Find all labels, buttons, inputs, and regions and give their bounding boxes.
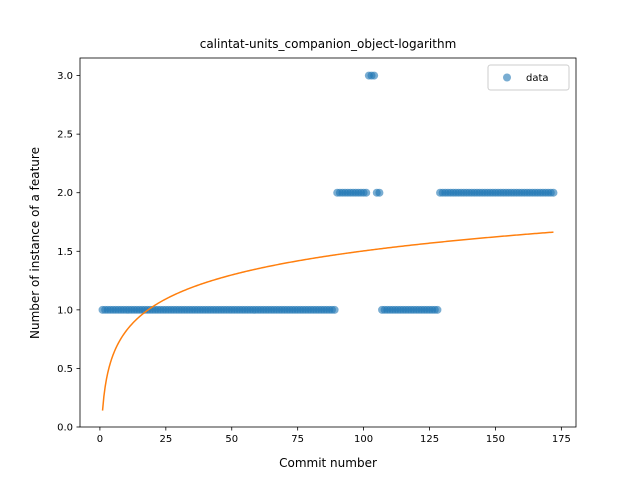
y-tick-label: 2.5: [57, 130, 73, 141]
x-tick-label: 175: [552, 434, 571, 445]
y-tick-label: 2.0: [57, 188, 73, 199]
x-tick-label: 125: [420, 434, 439, 445]
y-tick-label: 0.5: [57, 364, 73, 375]
data-point: [330, 305, 339, 314]
legend-box: [487, 64, 570, 91]
x-axis-title: Commit number: [279, 456, 377, 470]
fit-line: [101, 231, 554, 411]
legend-marker: [503, 73, 511, 82]
axes: 0 25 50 75 100 125 150 175 0.0 0.5 1.0 1.5 2.0 2.5 3.0: [57, 57, 577, 445]
x-tick-label: 75: [291, 434, 304, 445]
y-axis-title: Number of instance of a feature: [28, 147, 42, 339]
data-point: [370, 71, 379, 80]
y-tick-label: 1.5: [57, 247, 73, 258]
chart-title: calintat-units_companion_object-logarith…: [200, 37, 457, 51]
x-tick-label: 150: [486, 434, 505, 445]
x-tick-label: 0: [97, 434, 103, 445]
y-tick-label: 1.0: [57, 305, 73, 316]
data-point: [362, 188, 371, 197]
data-point: [375, 188, 384, 197]
data-point: [549, 188, 558, 197]
axes-frame: [79, 57, 577, 428]
x-tick-label: 25: [159, 434, 172, 445]
plot-area: [98, 71, 558, 411]
y-tick-label: 0.0: [57, 423, 73, 434]
x-tick-label: 100: [354, 434, 373, 445]
legend-label: data: [526, 73, 549, 84]
y-tick-label: 3.0: [57, 71, 73, 82]
legend: data: [487, 64, 570, 91]
data-point: [433, 305, 442, 314]
x-tick-label: 50: [225, 434, 238, 445]
